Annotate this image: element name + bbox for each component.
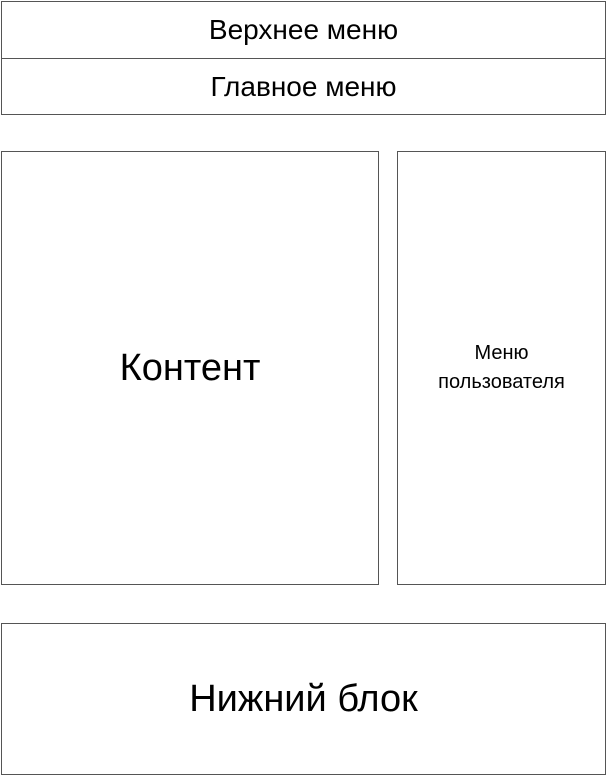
top-menu-block: Верхнее меню (1, 1, 606, 59)
content-label: Контент (119, 346, 261, 389)
footer-label: Нижний блок (189, 677, 418, 720)
main-menu-block: Главное меню (1, 58, 606, 115)
footer-block: Нижний блок (1, 623, 606, 775)
user-menu-label-line2: пользователя (438, 371, 565, 393)
user-menu-label-line1: Меню (474, 342, 529, 364)
user-menu-label: Меню пользователя (438, 339, 565, 397)
top-menu-label: Верхнее меню (208, 14, 399, 45)
content-block: Контент (1, 151, 379, 585)
main-menu-label: Главное меню (210, 70, 397, 102)
user-menu-block: Меню пользователя (397, 151, 606, 585)
